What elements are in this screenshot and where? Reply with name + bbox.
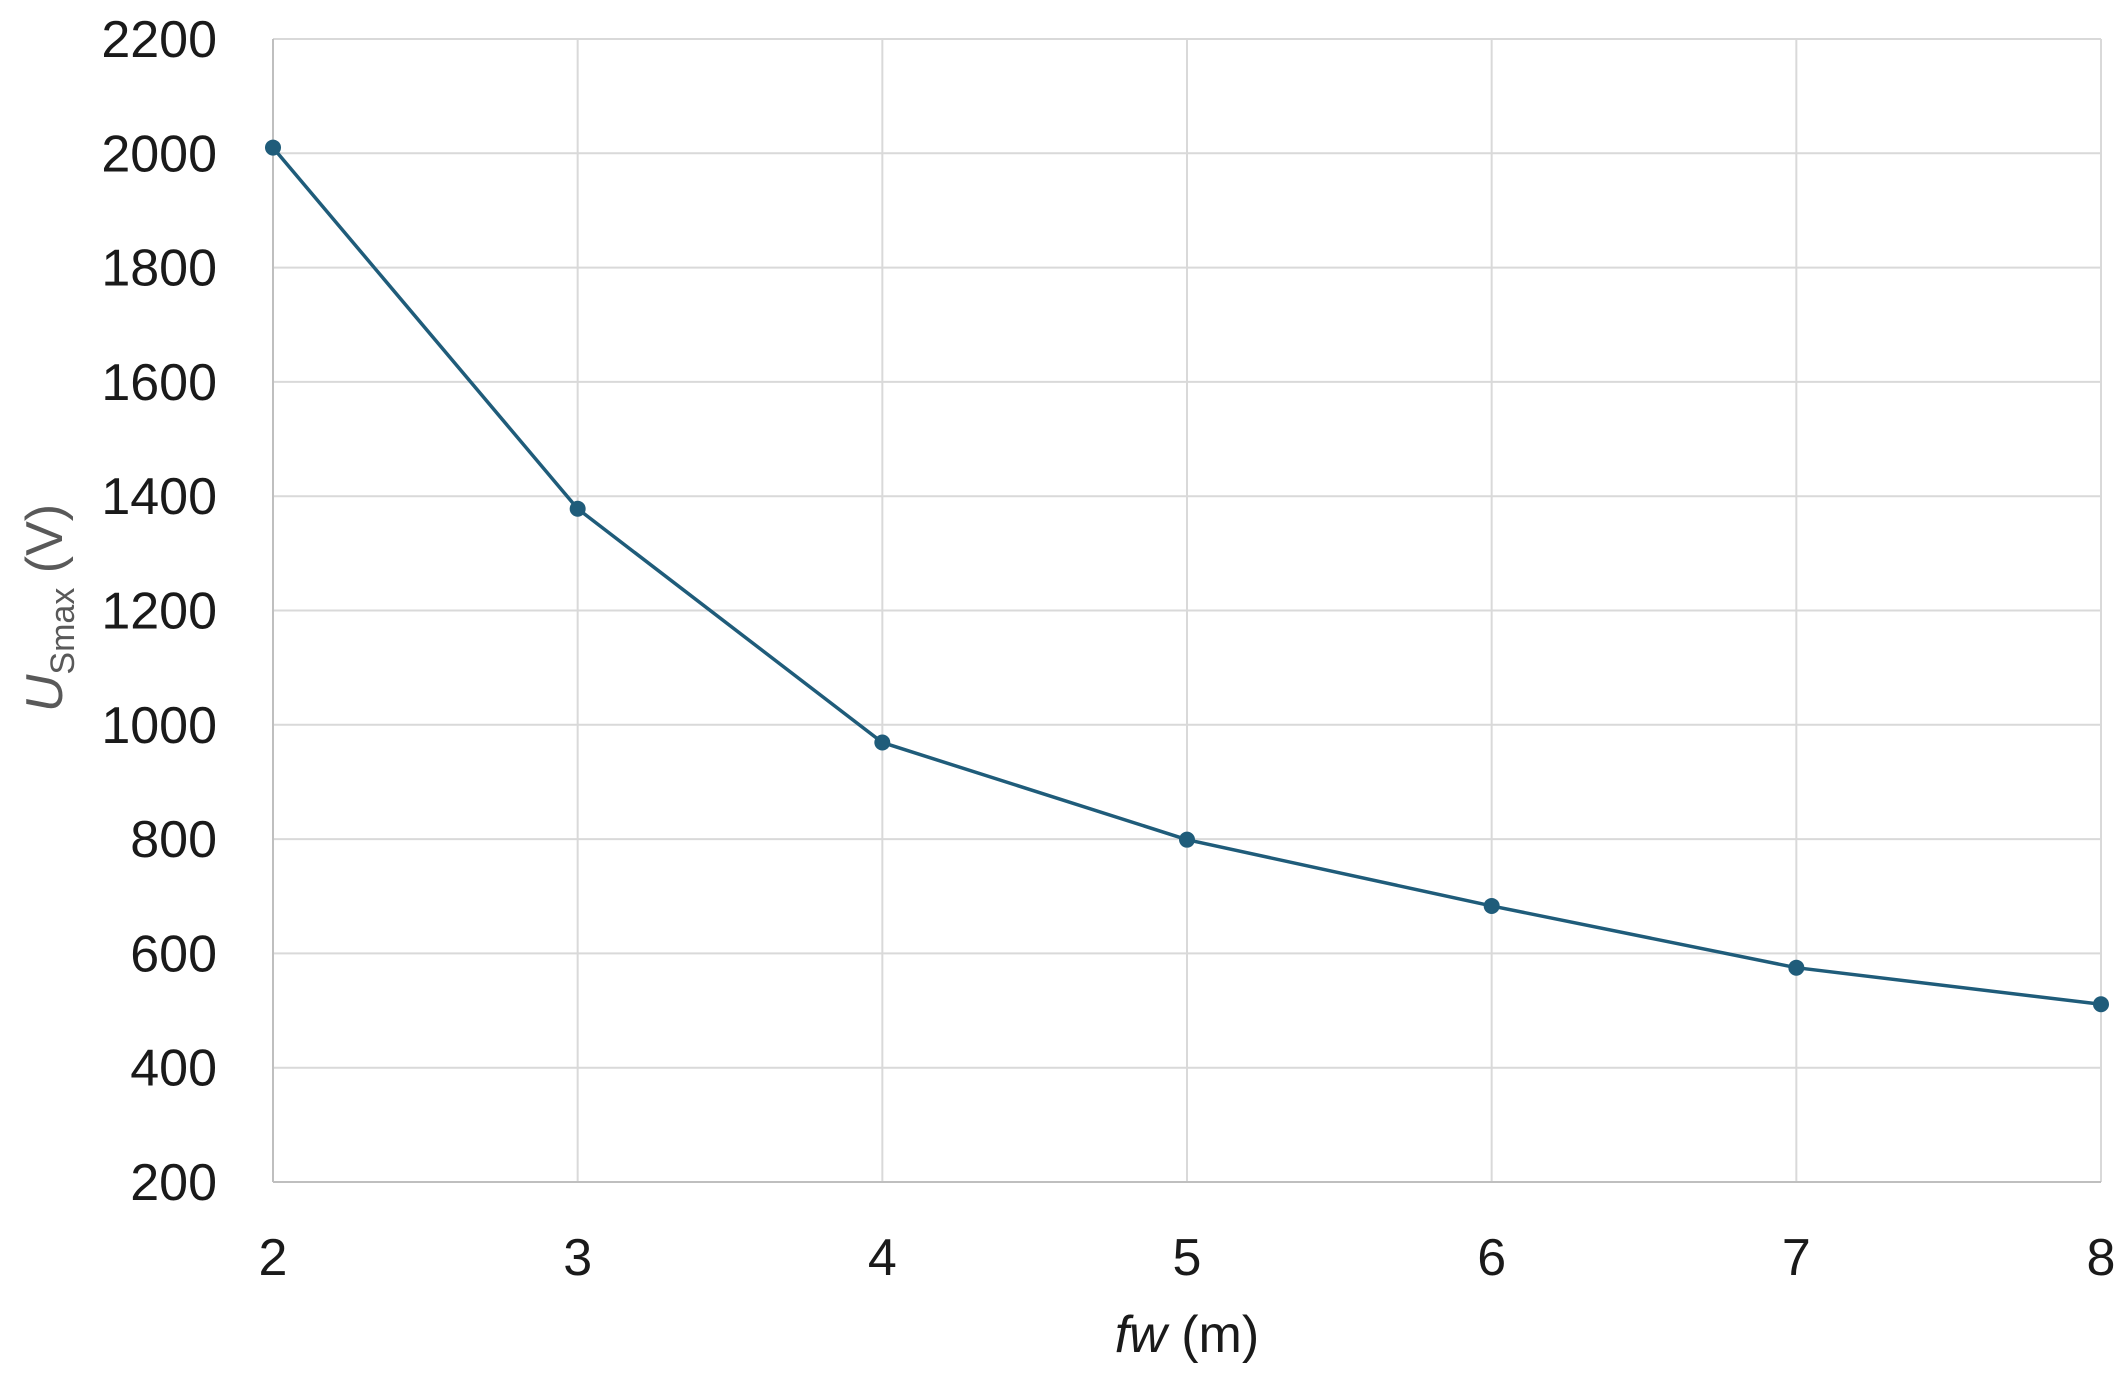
y-tick-label: 600: [130, 925, 217, 983]
y-tick-label: 200: [130, 1154, 217, 1212]
x-tick-label: 6: [1477, 1229, 1506, 1287]
x-tick-label: 7: [1782, 1229, 1811, 1287]
data-point: [1788, 959, 1805, 976]
data-point: [874, 734, 891, 751]
y-tick-label: 1800: [101, 240, 217, 298]
series: [265, 139, 2109, 1013]
y-tick-label: 400: [130, 1040, 217, 1098]
data-point: [1483, 897, 1500, 914]
data-point: [2093, 996, 2109, 1013]
y-tick-labels: 200 400 600 800 1000 1200 1400 1600 1800 2000 2200: [101, 11, 217, 1212]
x-tick-labels: 2 3 4 5 6 7 8: [259, 1229, 2116, 1287]
y-tick-label: 1600: [101, 354, 217, 412]
y-tick-label: 1000: [101, 697, 217, 755]
y-tick-label: 1400: [101, 468, 217, 526]
y-tick-label: 1200: [101, 583, 217, 641]
x-tick-label: 5: [1173, 1229, 1202, 1287]
axes: [272, 39, 2101, 1183]
y-tick-label: 2200: [101, 11, 217, 69]
x-tick-label: 2: [259, 1229, 288, 1287]
y-tick-label: 2000: [101, 125, 217, 183]
data-point: [569, 500, 586, 517]
y-axis-title: USmax (V): [16, 504, 82, 712]
x-axis-title: fw (m): [1115, 1306, 1259, 1364]
data-point: [1179, 831, 1195, 848]
data-point: [265, 139, 281, 156]
grid: [273, 38, 2102, 1182]
y-tick-label: 800: [130, 811, 217, 869]
x-tick-label: 8: [2087, 1229, 2116, 1287]
x-tick-label: 3: [563, 1229, 592, 1287]
x-tick-label: 4: [868, 1229, 897, 1287]
